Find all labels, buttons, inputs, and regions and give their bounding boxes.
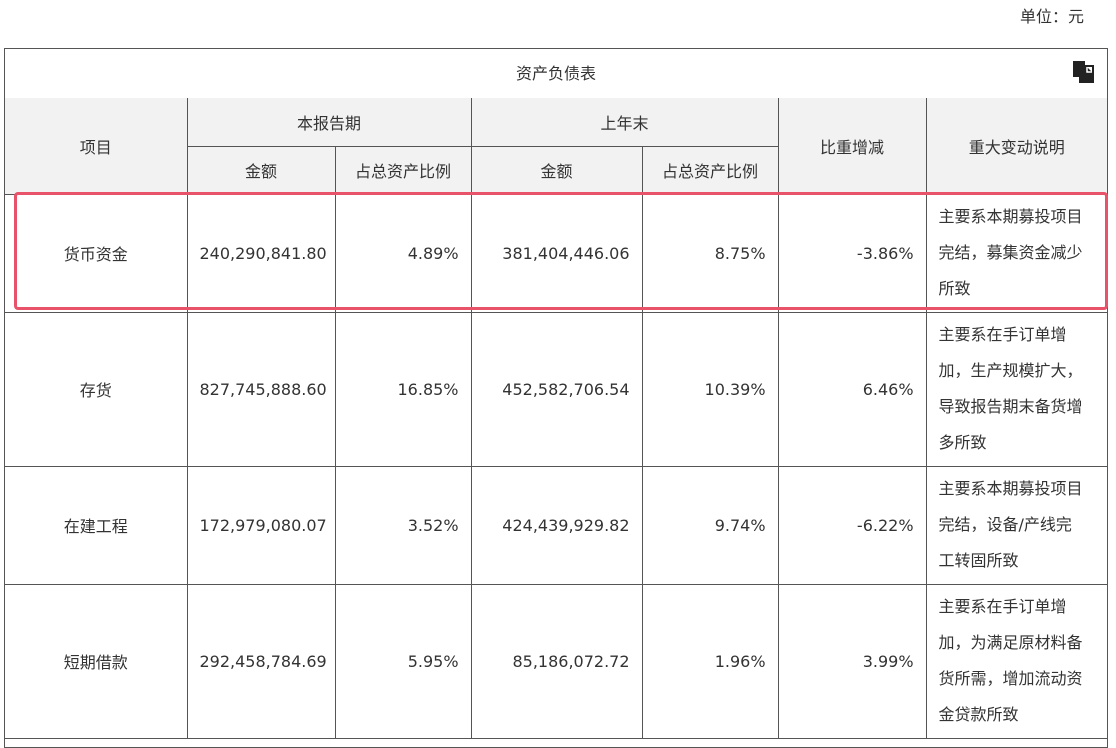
unit-label: 单位：元: [1019, 7, 1084, 26]
note-line: 导致报告期末备货增: [938, 397, 1083, 416]
cell-current-amount: 827,745,888.60: [186, 311, 336, 467]
note-line: 主要系在手订单增: [938, 325, 1067, 344]
cell-prior-ratio: 9.74%: [641, 465, 779, 585]
note-line: 完结，设备/产线完: [938, 515, 1072, 534]
cell-change: -6.22%: [777, 465, 927, 585]
cell-prior-amount: 381,404,446.06: [470, 193, 643, 313]
cell-change: 3.99%: [777, 583, 927, 739]
note-line: 多所致: [938, 433, 987, 452]
cell-item: 货币资金: [5, 193, 188, 313]
header-prior-ratio: 占总资产比例: [641, 145, 779, 195]
header-current-period: 本报告期: [186, 98, 472, 147]
note-line: 主要系本期募投项目: [938, 207, 1083, 226]
note-line: 完结，募集资金减少: [938, 243, 1083, 262]
cell-prior-amount: 452,582,706.54: [470, 311, 643, 467]
cell-note: 主要系在手订单增 加，生产规模扩大， 导致报告期末备货增 多所致: [925, 311, 1108, 467]
cell-current-amount: 292,458,784.69: [186, 583, 336, 739]
cell-note: 主要系本期募投项目 完结，设备/产线完 工转固所致: [925, 465, 1108, 585]
note-line: 金贷款所致: [938, 705, 1019, 724]
copy-icon[interactable]: [1071, 59, 1095, 83]
table-title-row: 资产负债表: [5, 49, 1107, 99]
cell-prior-ratio: 8.75%: [641, 193, 779, 313]
header-current-ratio: 占总资产比例: [334, 145, 472, 195]
cell-current-amount: 172,979,080.07: [186, 465, 336, 585]
header-current-amount: 金额: [187, 145, 336, 195]
table-row: 存货 827,745,888.60 16.85% 452,582,706.54 …: [5, 311, 1108, 467]
note-line: 货所需，增加流动资: [938, 669, 1083, 688]
header-change: 比重增减: [777, 98, 927, 195]
cell-item: 在建工程: [5, 465, 188, 585]
note-line: 工转固所致: [938, 551, 1019, 570]
cell-current-amount: 240,290,841.80: [186, 193, 336, 313]
balance-sheet-table: 资产负债表 项目 本报告期 上年末 比重增减 重大变动说明 金额: [4, 48, 1108, 748]
header-prior-year-end: 上年末: [470, 98, 779, 147]
table-title: 资产负债表: [515, 64, 596, 83]
header-item: 项目: [5, 98, 188, 195]
note-line: 所致: [938, 279, 971, 298]
table-row: 货币资金 240,290,841.80 4.89% 381,404,446.06…: [5, 193, 1108, 313]
cell-item: 短期借款: [5, 583, 188, 739]
header-row-1: 项目 本报告期 上年末 比重增减 重大变动说明: [5, 98, 1108, 195]
table-row: 短期借款 292,458,784.69 5.95% 85,186,072.72 …: [5, 583, 1108, 739]
cell-note: 主要系本期募投项目 完结，募集资金减少 所致: [925, 193, 1108, 313]
cell-current-ratio: 3.52%: [334, 465, 472, 585]
cell-prior-amount: 424,439,929.82: [470, 465, 643, 585]
cell-item: 存货: [5, 311, 188, 467]
data-table: 项目 本报告期 上年末 比重增减 重大变动说明 金额 占总资产比例 金额 占总资…: [5, 98, 1108, 739]
cell-prior-ratio: 10.39%: [641, 311, 779, 467]
note-line: 加，生产规模扩大，: [938, 361, 1083, 380]
cell-prior-amount: 85,186,072.72: [470, 583, 643, 739]
cell-current-ratio: 5.95%: [334, 583, 472, 739]
cell-prior-ratio: 1.96%: [641, 583, 779, 739]
note-line: 加，为满足原材料备: [938, 633, 1083, 652]
note-line: 主要系本期募投项目: [938, 479, 1083, 498]
cell-current-ratio: 4.89%: [334, 193, 472, 313]
header-note: 重大变动说明: [925, 98, 1108, 195]
note-line: 主要系在手订单增: [938, 597, 1067, 616]
cell-current-ratio: 16.85%: [334, 311, 472, 467]
table-row: 在建工程 172,979,080.07 3.52% 424,439,929.82…: [5, 465, 1108, 585]
cell-change: 6.46%: [777, 311, 927, 467]
cell-change: -3.86%: [777, 193, 927, 313]
header-prior-amount: 金额: [470, 145, 643, 195]
cell-note: 主要系在手订单增 加，为满足原材料备 货所需，增加流动资 金贷款所致: [925, 583, 1108, 739]
header-row-2: 金额 占总资产比例 金额 占总资产比例: [5, 145, 1107, 195]
